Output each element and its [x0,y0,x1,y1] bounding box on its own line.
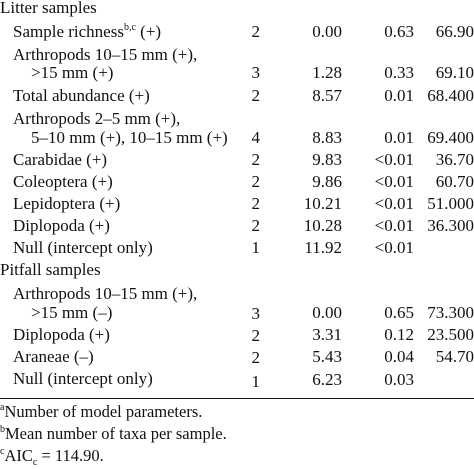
cell-k: 2 [251,172,261,191]
cell-weight: 0.03 [384,370,414,389]
cell-delta: 0.00 [312,303,342,322]
row-label: Null (intercept only) [13,369,153,388]
cell-delta: 6.23 [312,370,342,389]
cell-delta: 3.31 [312,325,342,344]
row-label: Lepidoptera (+) [13,194,121,213]
row-label: Arthropods 10–15 mm (+), [13,45,198,64]
row-label: Arthropods 2–5 mm (+), [13,109,181,128]
cell-k: 1 [251,238,261,257]
cell-pct: 69.10 [435,63,474,82]
footnote-a: aNumber of model parameters. [0,402,203,421]
section-title-pitfall: Pitfall samples [0,260,101,279]
cell-pct: 66.90 [435,22,474,41]
cell-pct: 51.000 [427,194,474,213]
row-label: Carabidae (+) [13,150,108,169]
cell-weight: 0.04 [384,347,414,366]
row-label: Arthropods 10–15 mm (+), [13,284,198,303]
row-label: Coleoptera (+) [13,172,113,191]
row-label-continued: 5–10 mm (+), 10–15 mm (+) [31,128,228,147]
cell-k: 2 [251,348,261,367]
row-label: Diplopoda (+) [13,216,110,235]
cell-delta: 11.92 [304,238,342,257]
cell-pct [414,238,474,258]
row-label: Null (intercept only) [13,238,153,257]
cell-pct: 69.400 [427,128,474,147]
cell-pct: 36.300 [427,216,474,235]
cell-pct: 60.70 [435,172,474,191]
cell-delta: 8.83 [312,128,342,147]
row-label-continued: >15 mm (–) [31,303,113,322]
cell-k: 4 [251,128,261,147]
cell-weight: <0.01 [374,172,414,191]
cell-weight: <0.01 [374,216,414,235]
footnote-b: bMean number of taxa per sample. [0,424,227,443]
cell-pct: 68.400 [427,86,474,105]
cell-weight: 0.01 [384,86,414,105]
cell-delta: 9.83 [312,150,342,169]
cell-k: 2 [251,326,261,345]
cell-k: 3 [251,63,261,82]
cell-delta: 8.57 [312,86,342,105]
cell-weight: 0.01 [384,128,414,147]
cell-k: 2 [251,86,261,105]
row-label: Araneae (–) [13,347,94,366]
cell-pct [414,370,474,390]
cell-k: 2 [251,22,261,41]
table-bottom-rule [0,398,474,399]
cell-weight: 0.65 [384,303,414,322]
cell-k: 1 [251,372,261,391]
cell-pct: 36.70 [435,150,474,169]
row-label: Sample richnessb,c (+) [13,22,162,41]
cell-k: 3 [251,304,261,323]
row-label: Diplopoda (+) [13,325,110,344]
cell-pct: 73.300 [427,303,474,322]
cell-weight: <0.01 [374,150,414,169]
cell-k: 2 [251,216,261,235]
cell-delta: 5.43 [312,347,342,366]
footnote-c: cAICc = 114.90. [0,446,104,468]
cell-k: 2 [251,194,261,213]
cell-pct: 23.500 [427,325,474,344]
cell-weight: 0.63 [384,22,414,41]
cell-weight: <0.01 [374,238,414,257]
cell-delta: 1.28 [312,63,342,82]
section-title-litter: Litter samples [0,0,97,17]
cell-delta: 9.86 [312,172,342,191]
cell-weight: 0.12 [384,325,414,344]
cell-delta: 10.28 [303,216,342,235]
row-label: Total abundance (+) [13,86,150,105]
cell-weight: 0.33 [384,63,414,82]
cell-delta: 10.21 [303,194,342,213]
cell-k: 2 [251,150,261,169]
cell-pct: 54.70 [435,347,474,366]
row-label-continued: >15 mm (+) [31,63,114,82]
cell-delta: 0.00 [312,22,342,41]
cell-weight: <0.01 [374,194,414,213]
